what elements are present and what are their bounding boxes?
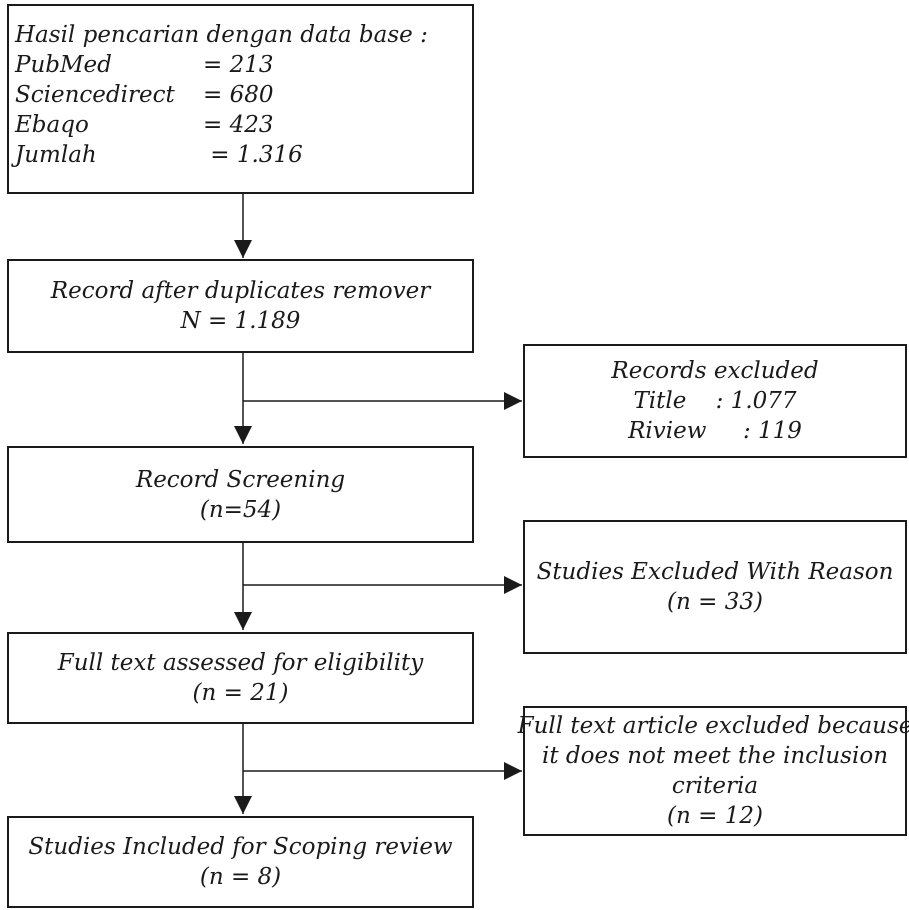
database-row-ebaqo: Ebaqo = 423: [15, 112, 274, 138]
records-excluded-box: Records excluded Title : 1.077 Riview : …: [523, 344, 907, 458]
fulltext-excluded-line1: Full text article excluded because: [517, 713, 909, 739]
records-excluded-title: Title : 1.077: [633, 388, 797, 414]
fulltext-excluded-line3: criteria: [671, 773, 759, 799]
studies-excluded-label: Studies Excluded With Reason: [536, 559, 894, 585]
fulltext-assessed-count: (n = 21): [192, 680, 289, 706]
studies-excluded-box: Studies Excluded With Reason (n = 33): [523, 520, 907, 654]
fulltext-excluded-line2: it does not meet the inclusion: [541, 743, 889, 769]
fulltext-assessed-label: Full text assessed for eligibility: [57, 650, 424, 676]
record-screening-box: Record Screening (n=54): [7, 446, 474, 543]
studies-excluded-count: (n = 33): [667, 589, 763, 615]
database-row-sciencedirect: Sciencedirect = 680: [15, 82, 274, 108]
database-row-pubmed: PubMed = 213: [15, 52, 274, 78]
studies-included-count: (n = 8): [199, 864, 282, 890]
search-results-box: Hasil pencarian dengan data base : PubMe…: [7, 4, 474, 194]
records-excluded-label: Records excluded: [611, 358, 819, 384]
records-excluded-review: Riview : 119: [628, 418, 802, 444]
screening-count: (n=54): [199, 496, 282, 523]
fulltext-excluded-count: (n = 12): [667, 803, 763, 829]
studies-included-box: Studies Included for Scoping review (n =…: [7, 816, 474, 908]
duplicates-label: Record after duplicates remover: [50, 278, 431, 304]
search-heading: Hasil pencarian dengan data base :: [15, 22, 428, 48]
studies-included-label: Studies Included for Scoping review: [28, 834, 453, 860]
duplicates-count: N = 1.189: [180, 308, 301, 334]
fulltext-assessed-box: Full text assessed for eligibility (n = …: [7, 632, 474, 724]
screening-label: Record Screening: [135, 466, 346, 493]
duplicates-removed-box: Record after duplicates remover N = 1.18…: [7, 259, 474, 353]
fulltext-excluded-box: Full text article excluded because it do…: [518, 706, 909, 836]
database-row-jumlah: Jumlah = 1.316: [15, 142, 303, 168]
